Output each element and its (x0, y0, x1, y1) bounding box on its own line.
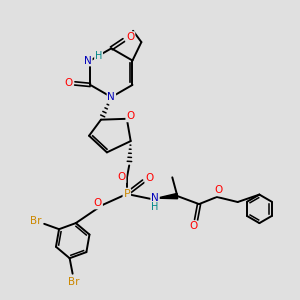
Text: O: O (117, 172, 126, 182)
Text: O: O (64, 78, 72, 88)
Text: O: O (189, 221, 197, 231)
Text: O: O (145, 173, 154, 183)
Text: N: N (107, 92, 115, 102)
Text: O: O (126, 32, 134, 42)
Text: H: H (152, 202, 159, 212)
Polygon shape (157, 194, 178, 199)
Text: O: O (94, 199, 102, 208)
Text: H: H (95, 51, 102, 61)
Text: Br: Br (68, 277, 80, 287)
Text: Br: Br (30, 217, 42, 226)
Text: N: N (84, 56, 92, 65)
Text: O: O (126, 111, 134, 122)
Text: P: P (123, 189, 130, 199)
Text: N: N (151, 193, 159, 203)
Text: O: O (214, 185, 223, 195)
